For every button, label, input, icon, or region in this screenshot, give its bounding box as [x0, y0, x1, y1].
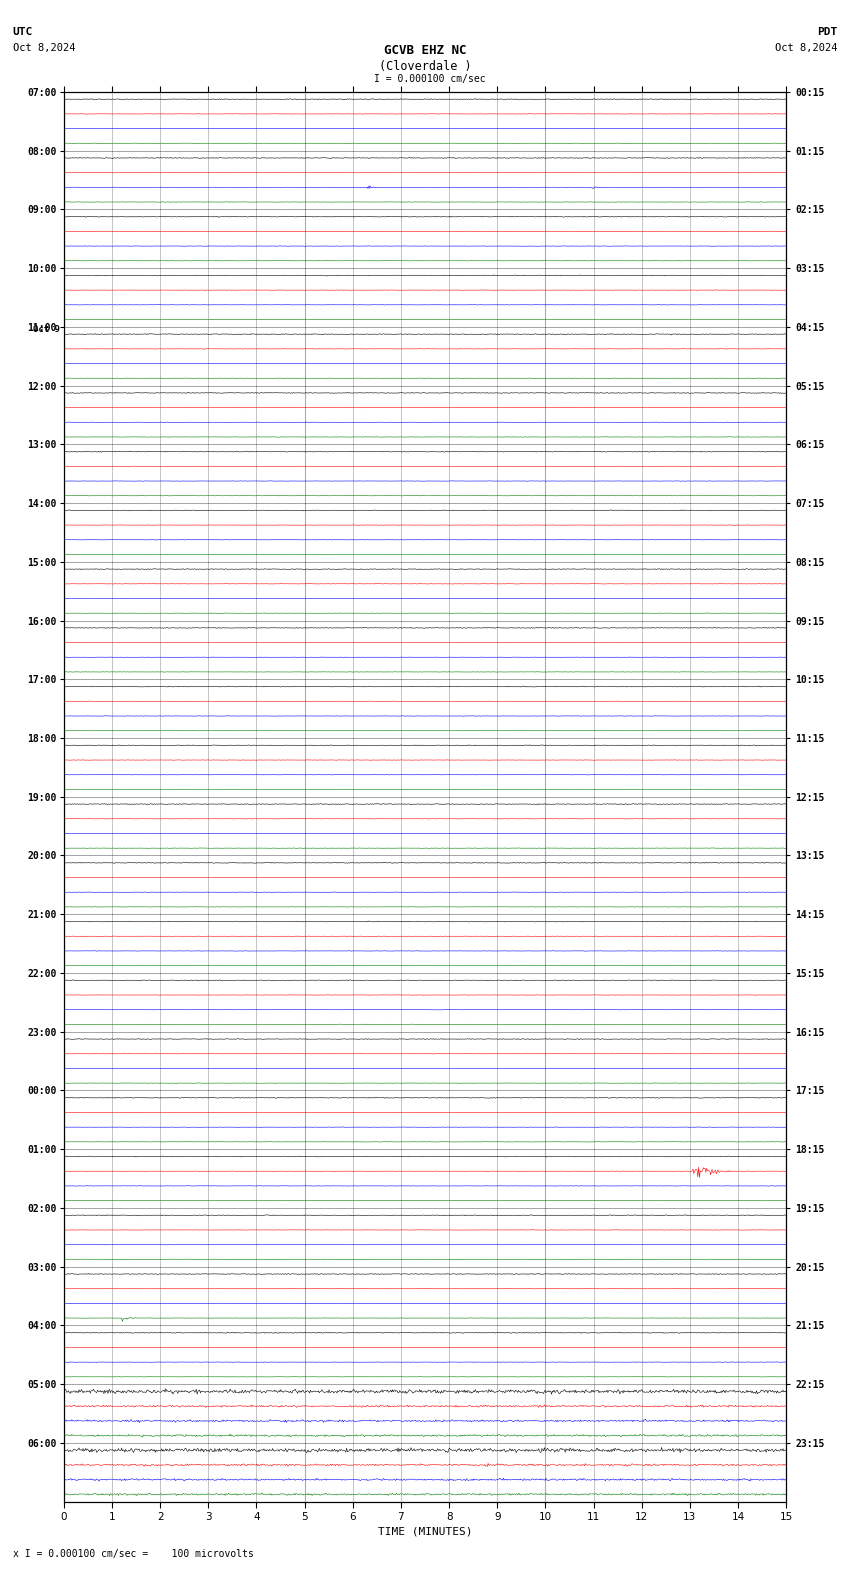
X-axis label: TIME (MINUTES): TIME (MINUTES): [377, 1527, 473, 1536]
Text: I = 0.000100 cm/sec: I = 0.000100 cm/sec: [374, 74, 485, 84]
Text: GCVB EHZ NC: GCVB EHZ NC: [383, 44, 467, 57]
Text: Oct 8,2024: Oct 8,2024: [774, 43, 837, 52]
Text: (Cloverdale ): (Cloverdale ): [379, 60, 471, 73]
Text: UTC: UTC: [13, 27, 33, 36]
Text: Oct 9: Oct 9: [33, 325, 60, 334]
Text: x I = 0.000100 cm/sec =    100 microvolts: x I = 0.000100 cm/sec = 100 microvolts: [13, 1549, 253, 1559]
Text: Oct 8,2024: Oct 8,2024: [13, 43, 76, 52]
Text: PDT: PDT: [817, 27, 837, 36]
